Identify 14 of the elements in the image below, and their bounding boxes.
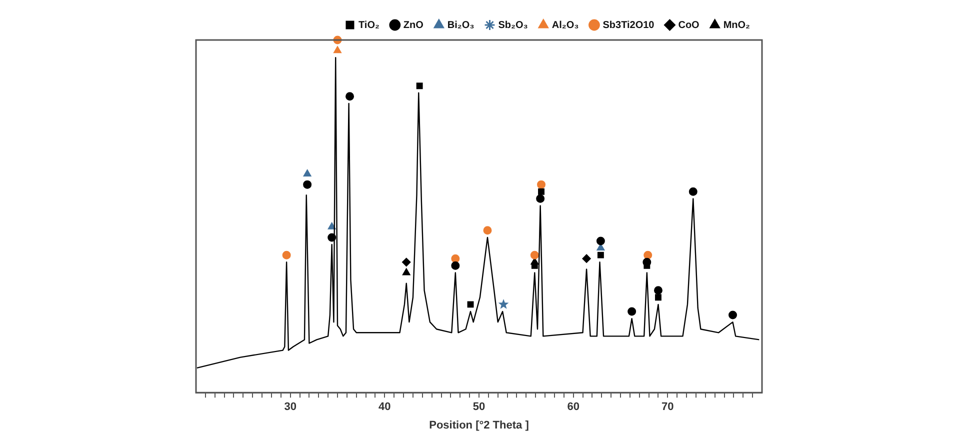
x-tick-label: 50 [472,401,486,414]
legend-label: MnO₂ [723,20,750,31]
legend-label: ZnO [403,20,424,31]
x-tick-label: 60 [567,401,580,414]
x-tick-label: 70 [662,401,674,414]
legend-label: Bi₂O₃ [447,20,475,31]
x-tick-label: 40 [378,401,391,414]
x-tick-label: 30 [284,401,296,414]
legend-label: TiO₂ [358,20,380,31]
legend-label: Al₂O₃ [552,20,580,31]
legend-label: CoO [678,20,700,31]
x-axis-title: Position [°2 Theta ] [429,419,530,432]
legend-label: Sb3Ti2O10 [602,20,655,31]
legend-label: Sb₂O₃ [498,20,528,31]
